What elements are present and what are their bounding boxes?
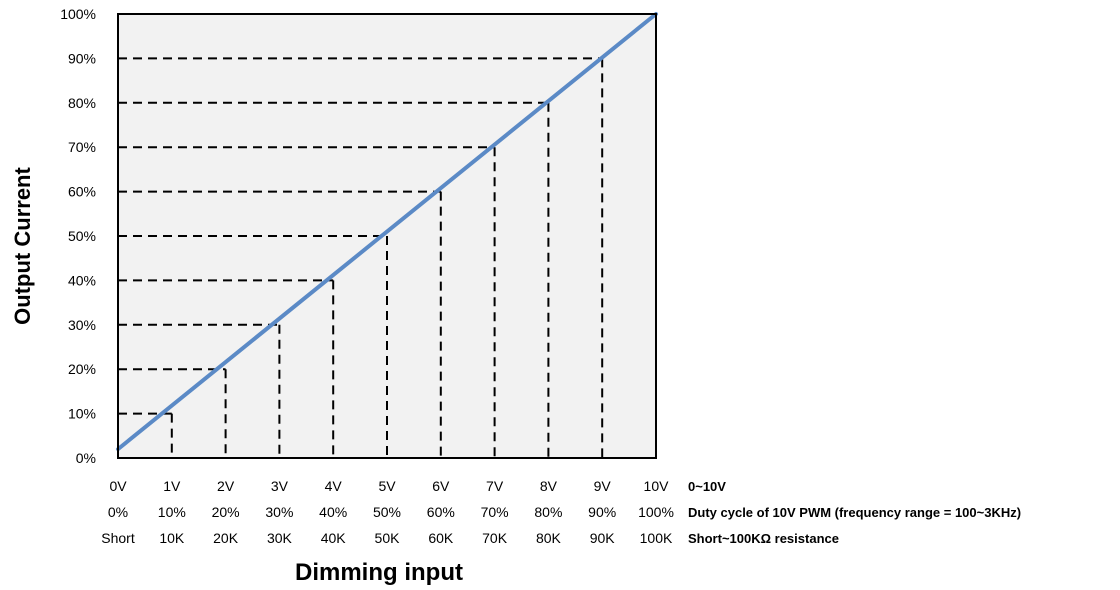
x-tick-label: 3V (271, 478, 289, 494)
x-tick-label: 20% (212, 504, 240, 520)
x-axis-title: Dimming input (295, 559, 463, 586)
x-row-note: Short~100KΩ resistance (688, 531, 839, 546)
x-tick-label: 90% (588, 504, 616, 520)
y-tick-label: 100% (60, 6, 96, 22)
y-tick-label: 20% (68, 361, 96, 377)
y-tick-label: 30% (68, 317, 96, 333)
x-tick-label: 80K (536, 530, 562, 546)
x-tick-label: 50% (373, 504, 401, 520)
x-tick-label: 8V (540, 478, 558, 494)
x-tick-label: 9V (594, 478, 612, 494)
x-tick-label: 50K (375, 530, 401, 546)
x-tick-label: 10K (159, 530, 185, 546)
y-tick-label: 10% (68, 406, 96, 422)
x-tick-label: 10V (644, 478, 670, 494)
x-tick-label: 100K (640, 530, 673, 546)
y-tick-label: 70% (68, 139, 96, 155)
y-tick-label: 0% (76, 450, 96, 466)
x-tick-label: 70% (481, 504, 509, 520)
x-row-note: Duty cycle of 10V PWM (frequency range =… (688, 505, 1021, 520)
plot-frame (117, 13, 657, 459)
y-tick-label: 60% (68, 184, 96, 200)
x-tick-label: 30K (267, 530, 293, 546)
x-tick-label: 90K (590, 530, 616, 546)
x-tick-label: 30% (265, 504, 293, 520)
x-row-note: 0~10V (688, 479, 726, 494)
x-tick-label: 40K (321, 530, 347, 546)
x-tick-label: 0% (108, 504, 128, 520)
x-tick-label: 70K (482, 530, 508, 546)
y-axis-ticks: 0% 10% 20% 30% 40% 50% 60% 70% 80% 90% 100% (60, 6, 96, 466)
x-tick-label: 60% (427, 504, 455, 520)
x-tick-label: 4V (325, 478, 343, 494)
y-axis-title: Output Current (10, 167, 35, 325)
x-tick-label: Short (101, 530, 135, 546)
x-axis-rows: 0V 1V 2V 3V 4V 5V 6V 7V 8V 9V 10V 0~10V 0% 10% 20% 30% 4… (101, 478, 1021, 546)
y-tick-label: 40% (68, 272, 96, 288)
x-tick-label: 60K (428, 530, 454, 546)
y-tick-label: 50% (68, 228, 96, 244)
x-tick-label: 10% (158, 504, 186, 520)
x-tick-label: 80% (534, 504, 562, 520)
x-tick-label: 2V (217, 478, 235, 494)
guide-lines (118, 57, 604, 458)
x-tick-label: 7V (486, 478, 504, 494)
x-tick-label: 0V (109, 478, 127, 494)
x-tick-label: 40% (319, 504, 347, 520)
output-current-line (116, 12, 658, 452)
y-tick-label: 90% (68, 50, 96, 66)
x-tick-label: 6V (432, 478, 450, 494)
x-tick-label: 20K (213, 530, 239, 546)
x-tick-label: 1V (163, 478, 181, 494)
x-tick-label: 5V (378, 478, 396, 494)
y-tick-label: 80% (68, 95, 96, 111)
x-tick-label: 100% (638, 504, 674, 520)
